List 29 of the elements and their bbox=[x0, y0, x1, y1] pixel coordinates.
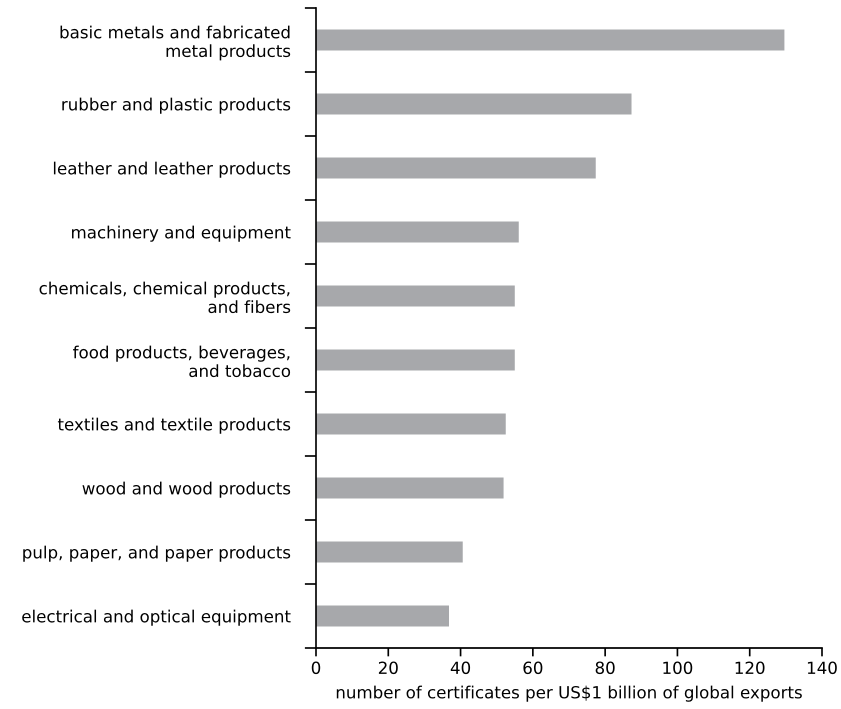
y-tick-label: basic metals and fabricated metal products bbox=[60, 26, 290, 60]
x-tick-label: 100 bbox=[663, 661, 692, 674]
y-tick-label: rubber and plastic products bbox=[62, 98, 290, 114]
x-tick-label: 140 bbox=[808, 661, 837, 674]
x-axis-title: number of certificates per US$1 billion of global exports bbox=[336, 686, 802, 702]
x-tick-label: 20 bbox=[378, 661, 398, 674]
bar bbox=[316, 349, 515, 371]
bar bbox=[316, 541, 463, 563]
x-tick-label: 0 bbox=[312, 661, 320, 674]
bar bbox=[316, 285, 515, 307]
bar bbox=[316, 157, 596, 179]
y-tick-label: electrical and optical equipment bbox=[22, 610, 291, 626]
x-tick-label: 120 bbox=[736, 661, 765, 674]
bar bbox=[316, 605, 450, 627]
x-tick-label: 60 bbox=[523, 661, 542, 674]
x-tick-label: 40 bbox=[450, 661, 470, 674]
x-tick-label: 80 bbox=[596, 661, 615, 674]
bar bbox=[316, 413, 506, 435]
y-tick-label: textiles and textile products bbox=[58, 418, 290, 434]
y-tick-label: chemicals, chemical products, and fibers bbox=[40, 282, 290, 314]
y-tick-label: pulp, paper, and paper products bbox=[23, 546, 290, 562]
bar bbox=[316, 221, 519, 243]
y-tick-label: machinery and equipment bbox=[72, 226, 291, 242]
y-tick-label: leather and leather products bbox=[54, 162, 290, 178]
y-tick-label: food products, beverages, and tobacco bbox=[73, 346, 290, 378]
bar bbox=[316, 29, 784, 51]
y-tick-label: wood and wood products bbox=[82, 482, 290, 498]
bar bbox=[316, 93, 632, 115]
bar bbox=[316, 477, 504, 499]
